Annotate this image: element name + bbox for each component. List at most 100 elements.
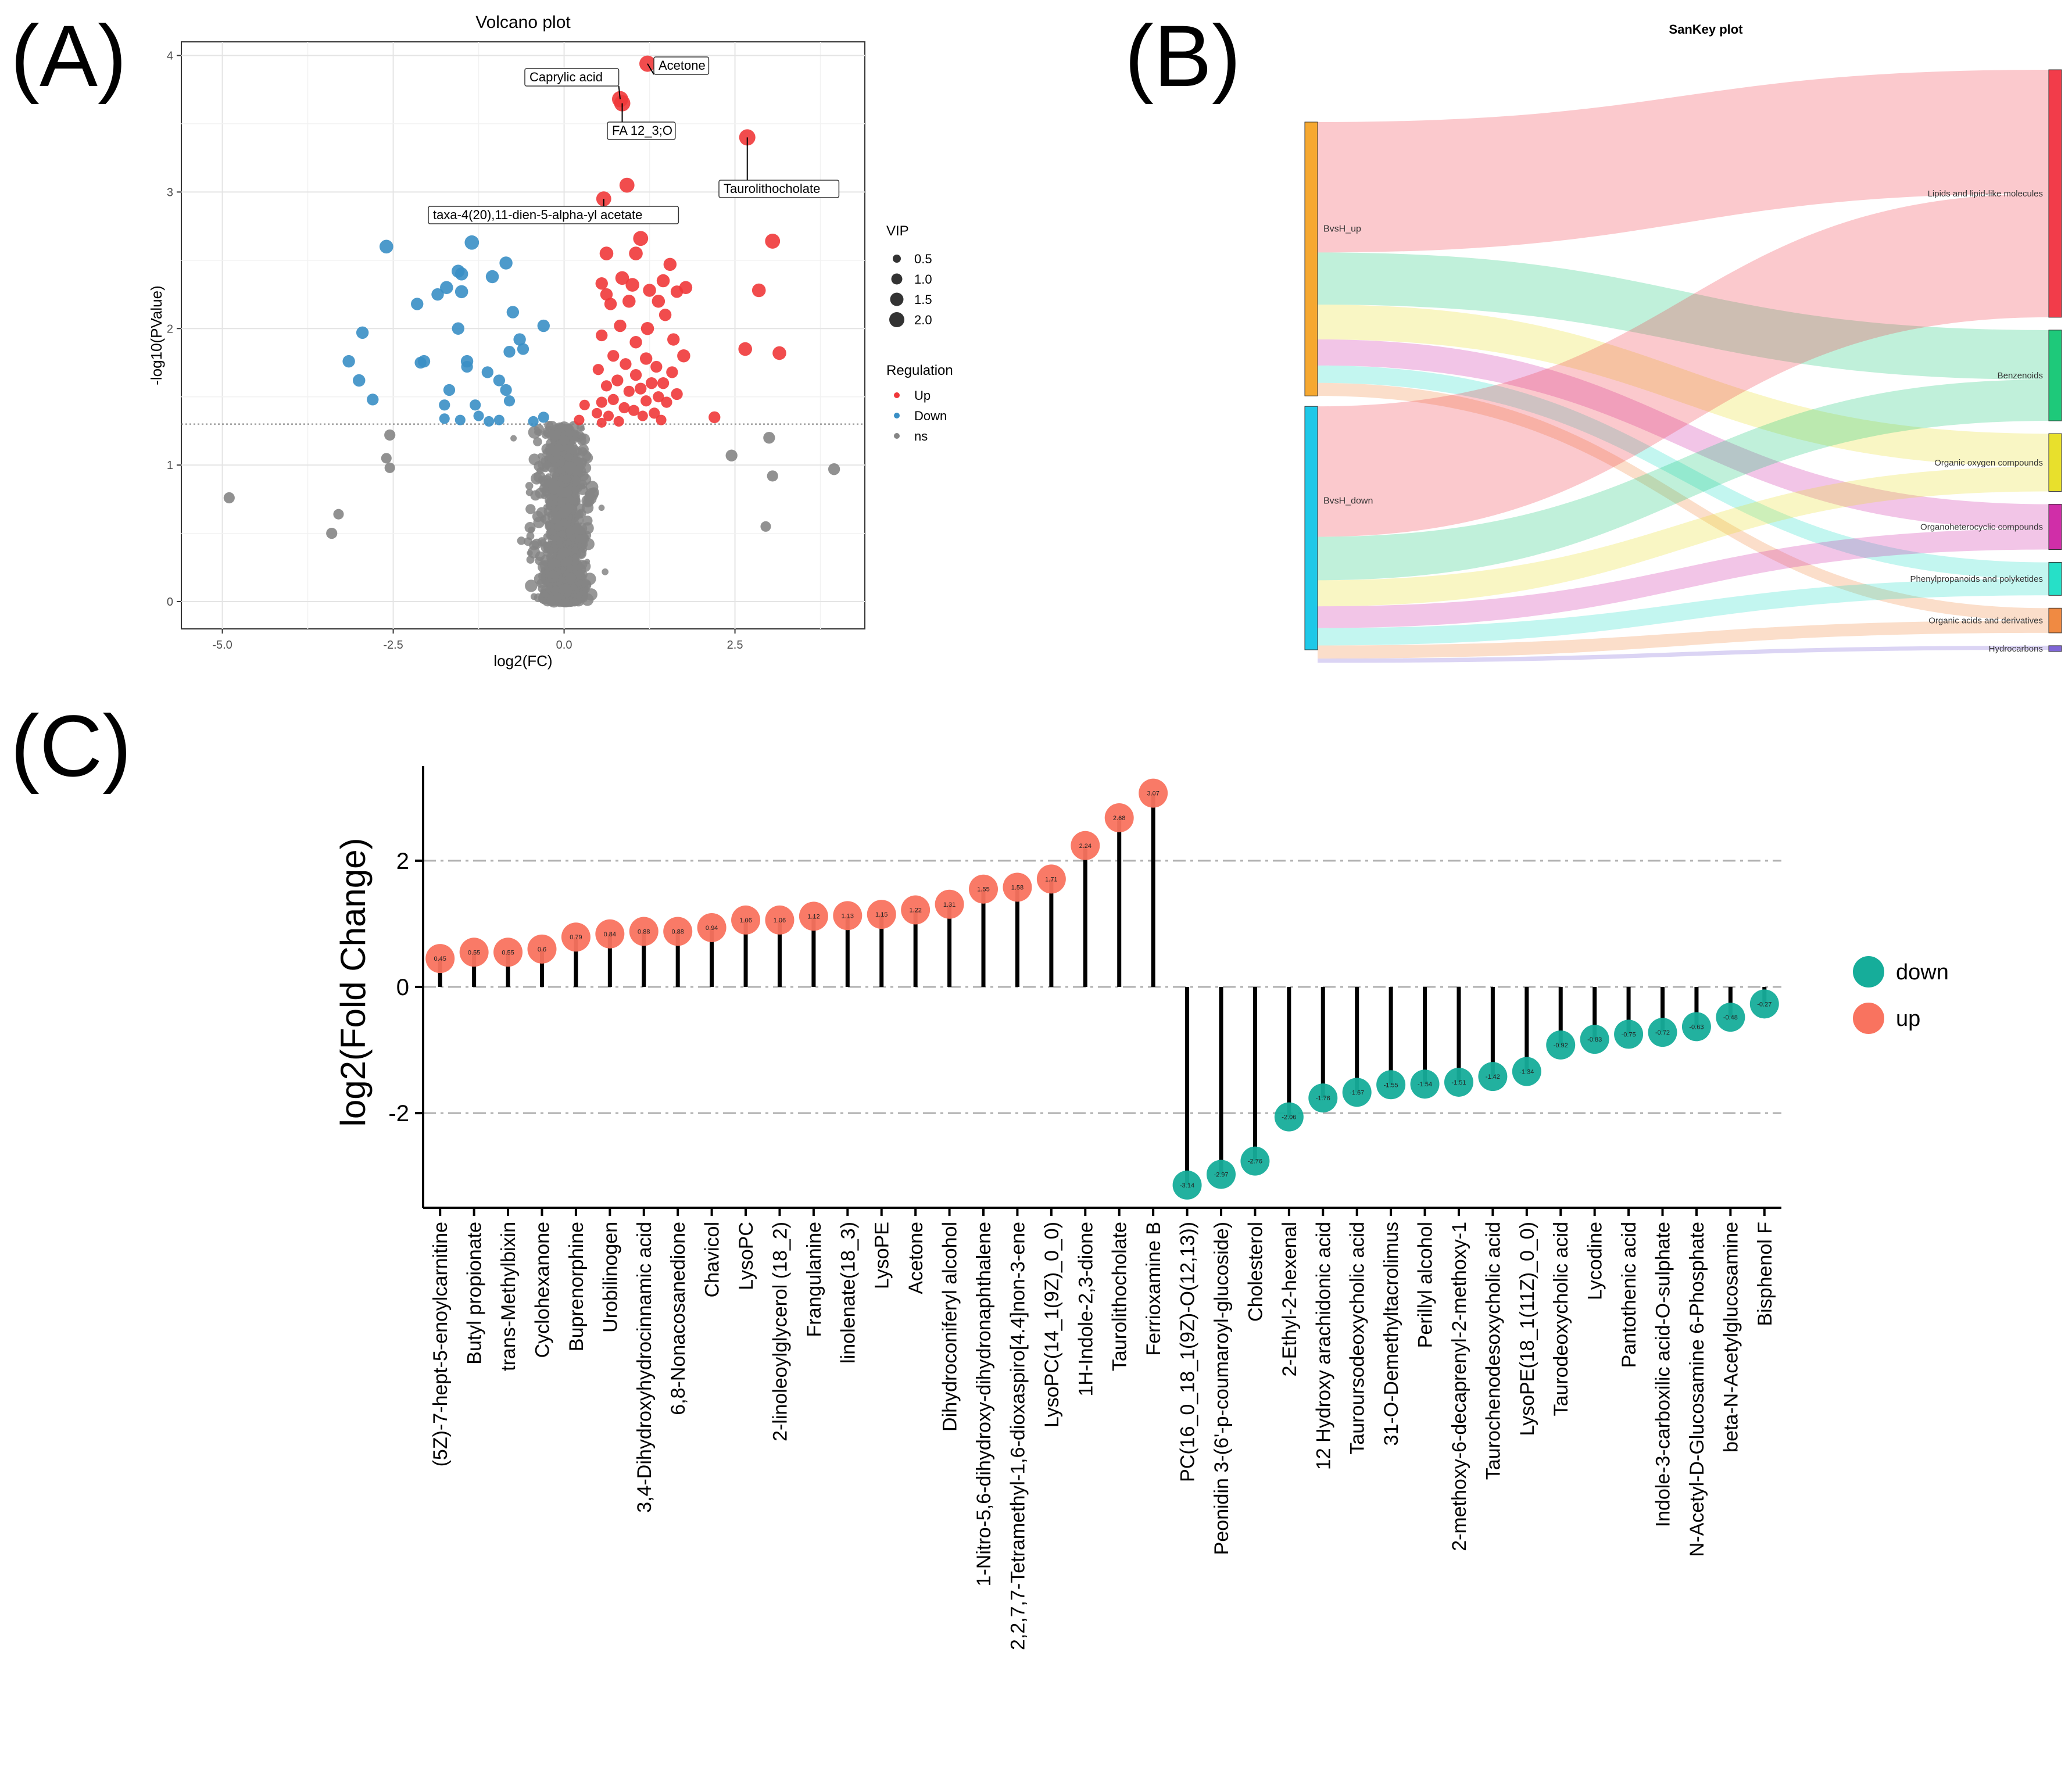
category-label: 3,4-Dihydroxyhydrocinnamic acid (634, 1222, 656, 1513)
sankey-link (1318, 252, 2049, 380)
category-label: Ferrioxamine B (1143, 1222, 1165, 1356)
ns-point (535, 488, 546, 499)
y-tick-label: 2 (167, 323, 173, 335)
ns-point (384, 462, 395, 473)
sankey-target-label: Organic oxygen compounds (1934, 458, 2043, 468)
category-label: 31-O-Demethyltacrolimus (1380, 1222, 1402, 1445)
volcano-axes: -5.0 -2.5 0.0 2.5 0 1 2 3 4 (167, 49, 743, 652)
ns-point (560, 584, 571, 594)
size-legend-key (889, 312, 904, 327)
lollipop-dot (561, 922, 591, 952)
ns-point (543, 460, 552, 470)
up-point (708, 411, 721, 424)
sankey-link (1318, 620, 2049, 659)
lollipop-category-labels: (5Z)-7-hept-5-enoylcarnitine Butyl propio… (430, 1222, 1776, 1650)
down-point (439, 413, 450, 424)
down-point (367, 393, 379, 406)
annotation-label: taxa-4(20),11-dien-5-alpha-yl acetate (433, 207, 642, 222)
up-point (633, 231, 649, 246)
lollipop-dot (969, 874, 999, 904)
ns-point (572, 524, 582, 534)
ns-point (579, 473, 592, 485)
ns-point (534, 429, 540, 435)
dot-value-label: 0.79 (570, 934, 582, 941)
volcano-size-legend: VIP 0.5 1.0 1.5 2.0 (886, 223, 932, 327)
ns-point (525, 579, 538, 592)
sankey-link (1318, 645, 2049, 663)
down-point (513, 333, 526, 346)
sankey-source-label: BvsH_down (1323, 496, 1373, 506)
ns-point (767, 470, 778, 482)
annotation-box (718, 180, 840, 198)
y-tick-label: 1 (167, 459, 173, 472)
ns-point (574, 457, 586, 470)
ns-point (558, 530, 566, 538)
size-legend-label: 1.0 (914, 272, 932, 287)
y-tick-label: 0 (167, 596, 173, 609)
category-label: beta-N-Acetylglucosamine (1720, 1222, 1742, 1452)
category-label: Indole-3-carboxilic acid-O-sulphate (1652, 1222, 1674, 1527)
volcano-plot: Acetone Caprylic acid FA 12_3;O Taurolithoc… (148, 13, 953, 670)
lollipop-dot (1444, 1067, 1473, 1097)
size-legend-key (890, 292, 904, 306)
sankey-source-node (1304, 406, 1318, 650)
down-point (493, 414, 504, 425)
category-label: 2-methoxy-6-decaprenyl-2-methoxy-1 (1448, 1222, 1470, 1551)
category-label: PC(16_0_18_1(9Z)-O(12,13)) (1177, 1222, 1199, 1482)
down-point (356, 326, 369, 339)
up-point (613, 416, 624, 427)
ns-point (510, 435, 517, 442)
ns-point (561, 474, 571, 484)
sankey-plot: SanKey plot BvsH_up BvsH_down Lipids and l… (1304, 22, 2062, 663)
lollipop-dot (731, 905, 761, 935)
lollipop-dot (1580, 1025, 1609, 1054)
size-legend-title: VIP (886, 223, 909, 239)
down-point (461, 360, 473, 373)
dot-value-label: -1.76 (1316, 1095, 1330, 1102)
dot-value-label: 1.13 (842, 913, 854, 919)
ns-point (570, 557, 579, 566)
category-label: Urobilinogen (599, 1222, 621, 1333)
category-label: Buprenorphine (566, 1222, 588, 1351)
ns-point (538, 453, 544, 459)
sankey-target-node (2048, 330, 2062, 421)
ns-point (533, 517, 545, 528)
lollipop-dot (1614, 1019, 1644, 1049)
sankey-links (1318, 70, 2049, 663)
ns-point (563, 503, 574, 514)
category-label: Taurochenodesoxycholic acid (1482, 1222, 1504, 1480)
annotation-box (524, 68, 620, 87)
down-point (500, 384, 512, 396)
ns-point (585, 488, 599, 501)
dot-value-label: -1.34 (1519, 1068, 1534, 1075)
category-label: Tauroursodeoxycholic acid (1347, 1222, 1369, 1455)
lollipop-dot (1546, 1030, 1576, 1060)
up-point (611, 374, 624, 387)
ns-point (571, 597, 578, 604)
panel-label-c: (C) (10, 697, 131, 795)
down-point (342, 355, 355, 368)
lollipop-dot (799, 901, 828, 931)
lollipop-dot (1071, 831, 1100, 860)
dot-value-label: 1.15 (875, 911, 888, 918)
sankey-link (1318, 70, 2049, 253)
ns-point (517, 536, 526, 545)
dot-value-label: -1.55 (1384, 1082, 1398, 1089)
ns-point (545, 522, 553, 529)
up-point (640, 395, 652, 407)
dot-value-label: 0.55 (502, 949, 514, 956)
ns-point (533, 437, 542, 446)
ns-point (725, 449, 738, 461)
lollipop-dot (1274, 1102, 1304, 1132)
panel-label-b: (B) (1125, 7, 1241, 105)
lollipop-dot (1410, 1069, 1440, 1099)
dot-value-label: 1.71 (1045, 876, 1057, 883)
lollipop-dot (1172, 1170, 1202, 1200)
ns-point (598, 505, 605, 511)
lollipop-dot (1139, 778, 1168, 808)
down-point (455, 267, 468, 281)
category-label: Perillyl alcohol (1415, 1222, 1437, 1348)
sankey-target-label: Phenylpropanoids and polyketides (1910, 574, 2044, 584)
ns-point (581, 593, 594, 606)
up-point (629, 246, 643, 260)
